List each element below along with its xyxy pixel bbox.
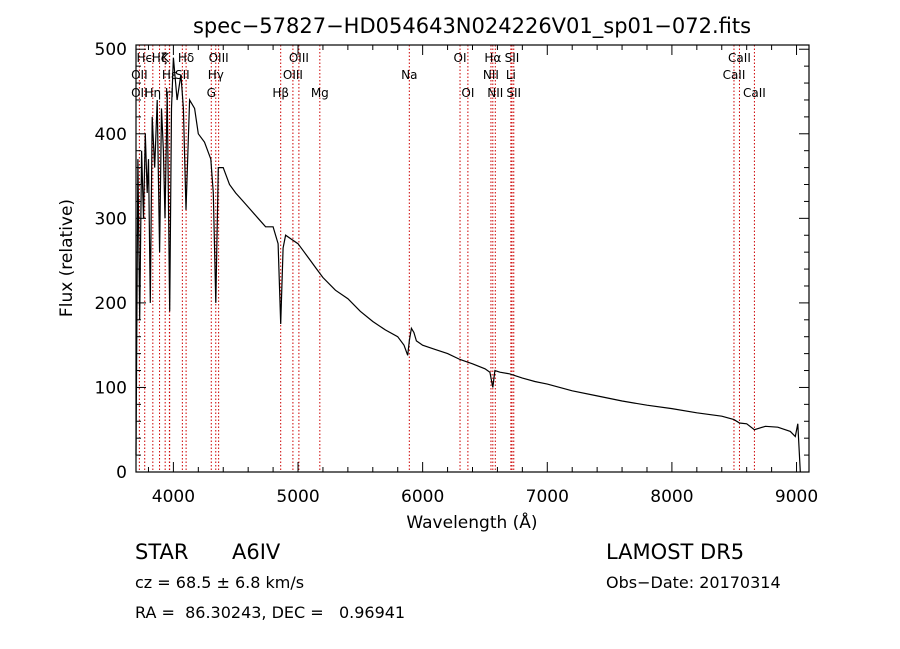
x-tick-label: 6000 — [401, 487, 444, 507]
line-label: Hγ — [208, 68, 224, 82]
line-label: OII — [131, 86, 148, 100]
y-tick-label: 200 — [95, 294, 127, 314]
line-label: OIII — [283, 68, 303, 82]
x-tick-label: 9000 — [775, 487, 818, 507]
object-class: STAR — [135, 540, 189, 564]
y-tick-label: 300 — [95, 209, 127, 229]
line-label: Mg — [311, 86, 329, 100]
redshift-value: cz = 68.5 ± 6.8 km/s — [135, 573, 305, 592]
line-label: H — [165, 86, 174, 100]
line-label: NII — [483, 68, 499, 82]
survey-name: LAMOST DR5 — [606, 540, 745, 564]
line-label: CaII — [728, 51, 751, 65]
y-axis-ticks: 0 100 200 300 400 500 — [95, 40, 809, 483]
line-label: Hβ — [272, 86, 289, 100]
line-label: G — [207, 86, 216, 100]
line-label: Hα — [484, 51, 501, 65]
line-label: OI — [454, 51, 467, 65]
plot-frame — [135, 44, 810, 473]
x-axis-ticks: 4000 5000 6000 7000 8000 9000 — [147, 45, 818, 507]
x-tick-label: 4000 — [152, 487, 195, 507]
spectral-line-markers — [138, 45, 755, 472]
line-label: Hδ — [178, 51, 194, 65]
object-subclass: A6IV — [232, 540, 281, 564]
line-label: OII — [131, 68, 148, 82]
line-label: SII — [506, 86, 521, 100]
line-label: OIII — [209, 51, 229, 65]
y-tick-label: 100 — [95, 378, 127, 398]
spectrum-line — [135, 57, 801, 473]
line-label: Li — [506, 68, 516, 82]
y-axis-label: Flux (relative) — [57, 199, 77, 317]
line-label: SII — [505, 51, 520, 65]
x-tick-label: 7000 — [526, 487, 569, 507]
line-label: CaII — [723, 68, 746, 82]
line-label: SII — [175, 68, 190, 82]
line-label: OIII — [289, 51, 309, 65]
y-tick-label: 500 — [95, 40, 127, 60]
chart-title: spec−57827−HD054643N024226V01_sp01−072.f… — [193, 14, 751, 39]
y-tick-label: 400 — [95, 125, 127, 145]
line-label: OI — [461, 86, 474, 100]
observation-date: Obs−Date: 20170314 — [606, 573, 781, 592]
x-axis-label: Wavelength (Å) — [406, 511, 537, 533]
line-label: Hη — [145, 86, 162, 100]
line-label: CaII — [743, 86, 766, 100]
line-label: Na — [401, 68, 417, 82]
x-tick-label: 5000 — [276, 487, 319, 507]
line-label: Hε — [162, 68, 178, 82]
coordinates: RA = 86.30243, DEC = 0.96941 — [135, 603, 406, 622]
line-label: K — [161, 51, 170, 65]
x-tick-label: 8000 — [650, 487, 693, 507]
line-label: NII — [487, 86, 503, 100]
line-label: Hϵ — [137, 51, 153, 65]
line-label: Hζ — [152, 51, 168, 65]
y-tick-label: 0 — [116, 463, 127, 483]
